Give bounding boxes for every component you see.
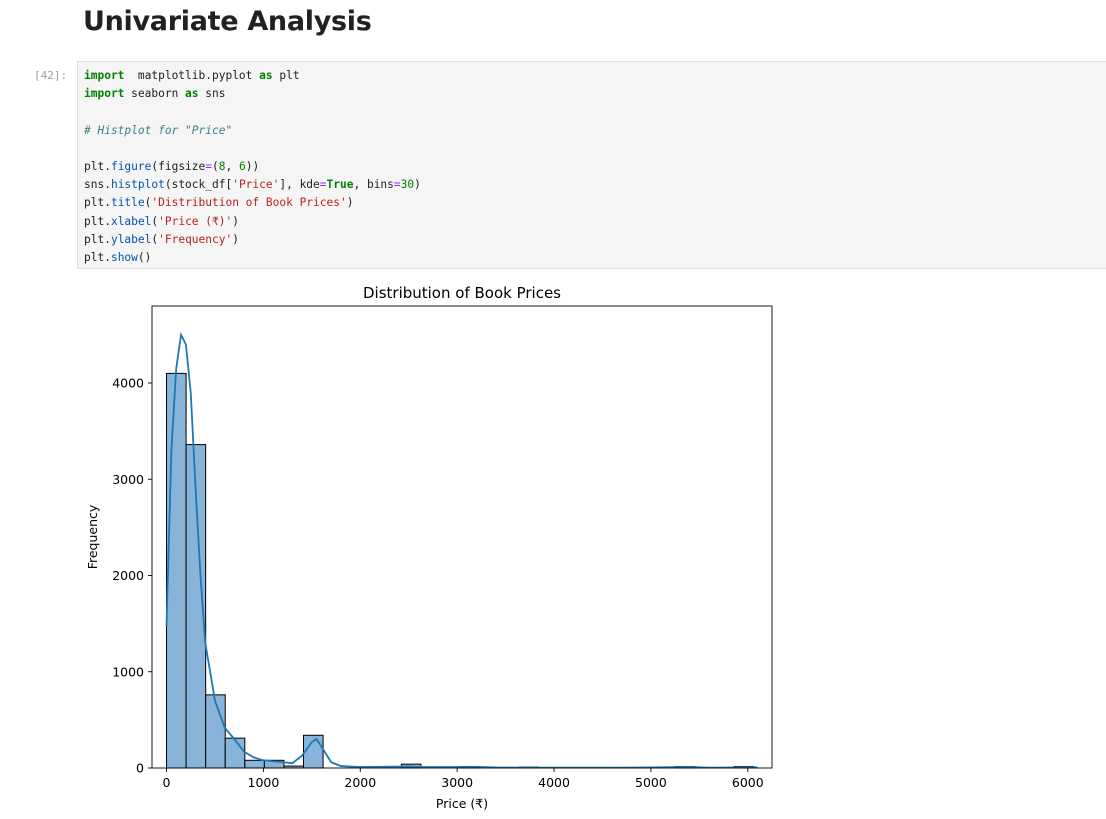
- code-token: histplot: [111, 178, 165, 191]
- code-token: 6: [239, 160, 246, 173]
- code-token: 'Price': [232, 178, 279, 191]
- y-tick-label: 2000: [112, 568, 144, 583]
- code-token: True: [327, 178, 354, 191]
- code-token: sns.: [84, 178, 111, 191]
- code-token: matplotlib.pyplot: [124, 69, 259, 82]
- code-token: 'Distribution of Book Prices': [151, 196, 346, 209]
- code-token: title: [111, 196, 145, 209]
- y-tick-label: 1000: [112, 664, 144, 679]
- plot-frame: [152, 306, 772, 768]
- cell-output: Distribution of Book Prices 0 1000 2000 300…: [77, 278, 797, 815]
- code-token: 8: [219, 160, 226, 173]
- x-tick-label: 4000: [538, 775, 570, 790]
- code-token: (stock_df[: [165, 178, 232, 191]
- x-tick-label: 6000: [732, 775, 764, 790]
- y-axis-label: Frequency: [85, 504, 100, 569]
- histogram-bar: [225, 738, 245, 768]
- code-token: =: [394, 178, 401, 191]
- x-tick-label: 3000: [441, 775, 473, 790]
- x-axis-label: Price (₹): [436, 796, 488, 811]
- code-token: sns: [199, 87, 226, 100]
- code-token: (): [138, 251, 151, 264]
- code-token: xlabel: [111, 215, 151, 228]
- histogram-chart: Distribution of Book Prices 0 1000 2000 300…: [77, 278, 797, 815]
- histogram-bar: [245, 760, 265, 768]
- code-token: plt.: [84, 215, 111, 228]
- cell-prompt: [42]:: [34, 69, 74, 82]
- code-token: plt.: [84, 251, 111, 264]
- section-heading: Univariate Analysis: [83, 6, 372, 37]
- y-tick-label: 0: [136, 761, 144, 776]
- code-token: as: [259, 69, 272, 82]
- code-token: figure: [111, 160, 151, 173]
- kde-curve: [167, 335, 758, 768]
- y-tick-label: 3000: [112, 472, 144, 487]
- code-line: import seaborn as sns: [84, 87, 225, 100]
- code-token: plt.: [84, 160, 111, 173]
- code-token: , bins: [353, 178, 393, 191]
- code-token: (figsize: [151, 160, 205, 173]
- code-line: plt.figure(figsize=(8, 6)): [84, 160, 259, 173]
- code-token: import: [84, 87, 124, 100]
- code-line: plt.ylabel('Frequency'): [84, 233, 239, 246]
- code-token: ): [347, 196, 354, 209]
- x-tick-label: 1000: [248, 775, 280, 790]
- code-token: plt.: [84, 233, 111, 246]
- code-token: ): [414, 178, 421, 191]
- x-tick-label: 2000: [344, 775, 376, 790]
- code-token: show: [111, 251, 138, 264]
- x-axis-ticks: 0 1000 2000 3000 4000 5000 6000: [163, 768, 764, 790]
- code-line: import matplotlib.pyplot as plt: [84, 69, 300, 82]
- code-token: 30: [401, 178, 414, 191]
- code-line: sns.histplot(stock_df['Price'], kde=True…: [84, 178, 421, 191]
- code-token: ], kde: [279, 178, 319, 191]
- code-editor[interactable]: import matplotlib.pyplot as plt import s…: [78, 62, 1106, 267]
- code-token: # Histplot for "Price": [84, 124, 232, 137]
- chart-title: Distribution of Book Prices: [363, 284, 561, 302]
- code-token: ,: [226, 160, 239, 173]
- code-token: seaborn: [124, 87, 185, 100]
- histogram-bar: [206, 695, 226, 768]
- x-tick-label: 5000: [635, 775, 667, 790]
- code-token: 'Frequency': [158, 233, 232, 246]
- code-token: as: [185, 87, 198, 100]
- code-cell[interactable]: import matplotlib.pyplot as plt import s…: [77, 61, 1106, 269]
- code-token: import: [84, 69, 124, 82]
- y-tick-label: 4000: [112, 376, 144, 391]
- code-token: ylabel: [111, 233, 151, 246]
- code-line: plt.xlabel('Price (₹)'): [84, 215, 239, 228]
- code-token: plt.: [84, 196, 111, 209]
- histogram-bars: [167, 373, 754, 768]
- code-token: )): [246, 160, 259, 173]
- code-token: plt: [273, 69, 300, 82]
- code-token: =: [205, 160, 212, 173]
- code-line: plt.title('Distribution of Book Prices'): [84, 196, 353, 209]
- code-token: ): [232, 215, 239, 228]
- code-line: # Histplot for "Price": [84, 124, 232, 137]
- x-tick-label: 0: [163, 775, 171, 790]
- y-axis-ticks: 0 1000 2000 3000 4000: [112, 376, 152, 776]
- histogram-bar: [167, 373, 187, 768]
- code-token: ): [232, 233, 239, 246]
- code-token: =: [320, 178, 327, 191]
- code-token: 'Price (₹)': [158, 215, 232, 228]
- code-line: plt.show(): [84, 251, 151, 264]
- code-token: (: [212, 160, 219, 173]
